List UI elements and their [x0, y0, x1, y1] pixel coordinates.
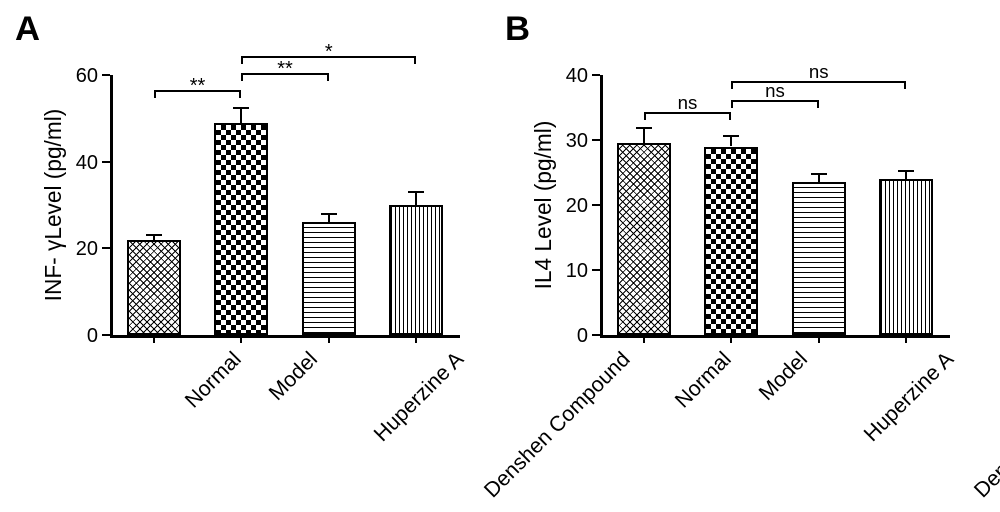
sig-label: *	[304, 42, 354, 62]
bar-huperzine-a	[792, 182, 846, 335]
y-tick	[102, 74, 110, 76]
sig-bracket	[729, 112, 731, 120]
sig-label: ns	[750, 82, 800, 101]
bar-normal	[127, 240, 181, 335]
figure: A0204060INF- γLevel (pg/ml)NormalModelHu…	[0, 0, 1000, 512]
sig-label: ns	[663, 94, 713, 113]
sig-bracket	[241, 73, 243, 81]
y-tick	[102, 247, 110, 249]
sig-bracket	[817, 100, 819, 108]
sig-bracket	[239, 90, 241, 98]
error-cap	[146, 234, 162, 236]
sig-bracket	[327, 73, 329, 81]
x-tick	[415, 335, 417, 343]
sig-bracket	[414, 56, 416, 64]
error-cap	[321, 213, 337, 215]
error-bar	[905, 171, 907, 179]
x-tick-label: Model	[247, 347, 305, 372]
bar-denshen-compound	[389, 205, 443, 335]
error-cap	[811, 173, 827, 175]
panel-label-A: A	[15, 10, 40, 49]
sig-bracket	[644, 112, 646, 120]
sig-label: **	[260, 59, 310, 79]
sig-label: ns	[794, 63, 844, 82]
error-bar	[328, 214, 330, 223]
x-tick	[905, 335, 907, 343]
x-tick	[730, 335, 732, 343]
error-bar	[730, 136, 732, 146]
panel-label-B: B	[505, 10, 530, 49]
y-axis	[110, 75, 113, 335]
bar-model	[704, 147, 758, 336]
bar-model	[214, 123, 268, 335]
y-tick	[592, 139, 600, 141]
error-cap	[898, 170, 914, 172]
x-tick	[153, 335, 155, 343]
bar-denshen-compound	[879, 179, 933, 335]
y-tick	[102, 161, 110, 163]
y-axis	[600, 75, 603, 335]
x-tick-label: Denshen Compound	[912, 347, 1000, 372]
error-bar	[818, 174, 820, 182]
x-tick	[328, 335, 330, 343]
x-tick-label: Normal	[650, 347, 719, 372]
sig-bracket	[241, 56, 243, 64]
x-tick	[240, 335, 242, 343]
y-tick	[592, 269, 600, 271]
error-cap	[233, 107, 249, 109]
y-tick	[592, 74, 600, 76]
error-bar	[415, 192, 417, 205]
sig-bracket	[154, 90, 156, 98]
x-tick	[818, 335, 820, 343]
sig-bracket	[731, 100, 733, 108]
y-tick	[592, 204, 600, 206]
x-tick-label: Model	[737, 347, 795, 372]
error-bar	[643, 128, 645, 143]
x-tick-label: Normal	[160, 347, 229, 372]
error-cap	[636, 127, 652, 129]
x-tick	[643, 335, 645, 343]
sig-bracket	[731, 81, 733, 89]
sig-bracket	[904, 81, 906, 89]
bar-huperzine-a	[302, 222, 356, 335]
error-cap	[408, 191, 424, 193]
error-bar	[240, 108, 242, 123]
error-cap	[723, 135, 739, 137]
sig-label: **	[173, 76, 223, 96]
bar-normal	[617, 143, 671, 335]
